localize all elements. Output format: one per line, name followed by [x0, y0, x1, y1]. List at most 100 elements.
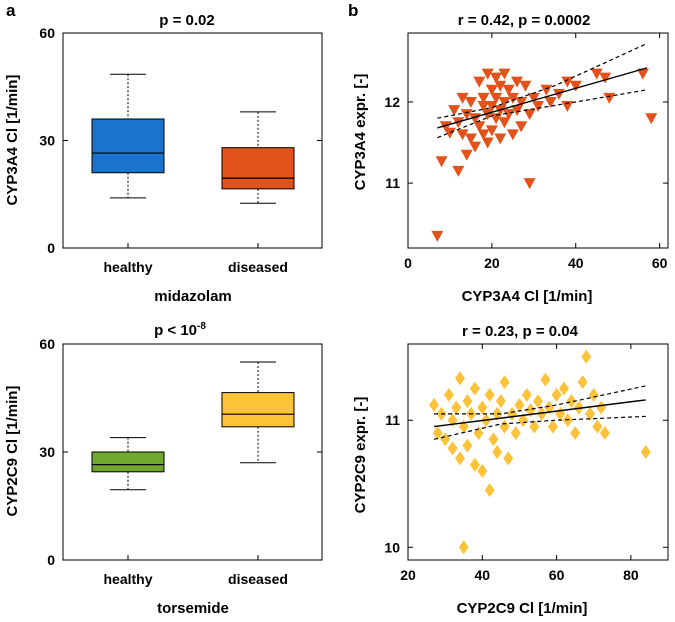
- regression-line: [433, 399, 646, 428]
- box-diseased: [221, 392, 295, 428]
- y-tick-label: 60: [39, 25, 55, 41]
- x-tick-label: 20: [484, 255, 500, 271]
- x-axis-label: torsemide: [157, 600, 229, 617]
- data-point: [498, 96, 511, 108]
- y-axis-label: CYP3A4 expr. [-]: [352, 74, 369, 191]
- chart-title: r = 0.23, p = 0.04: [462, 323, 579, 340]
- data-point: [551, 387, 562, 402]
- ci-lower-line: [437, 89, 648, 139]
- data-point: [485, 101, 498, 113]
- data-point: [452, 165, 465, 177]
- panel-label-a: a: [6, 1, 16, 20]
- data-point: [455, 371, 465, 386]
- chart-title-superscript: -8: [197, 321, 206, 332]
- x-tick-label: 60: [652, 255, 668, 271]
- data-point: [494, 80, 507, 92]
- data-point: [429, 397, 439, 412]
- data-point: [511, 105, 524, 117]
- y-tick-label: 0: [47, 240, 55, 256]
- x-tick-label: 40: [568, 255, 584, 271]
- data-point: [458, 540, 469, 555]
- data-point: [498, 68, 511, 80]
- data-point: [443, 387, 454, 402]
- data-point: [506, 129, 519, 141]
- data-point: [495, 394, 506, 409]
- data-point: [540, 84, 553, 96]
- x-tick-label: 40: [474, 567, 490, 583]
- axes-frame: [407, 32, 669, 249]
- axes-frame: [407, 343, 669, 561]
- data-point: [473, 76, 486, 88]
- panel-label-b: b: [348, 1, 358, 20]
- data-point: [544, 96, 557, 108]
- data-point: [561, 76, 574, 88]
- y-tick-label: 30: [39, 133, 55, 149]
- data-point: [447, 441, 458, 456]
- data-point: [469, 381, 480, 396]
- x-axis-label: CYP2C9 Cl [1/min]: [457, 600, 588, 617]
- data-point: [532, 101, 544, 113]
- x-tick-label: healthy: [103, 259, 152, 275]
- x-axis-label: midazolam: [154, 288, 232, 305]
- data-point: [469, 141, 482, 153]
- data-point: [490, 72, 503, 84]
- x-tick-label: 0: [404, 255, 412, 271]
- data-point: [640, 445, 651, 459]
- x-tick-label: diseased: [228, 259, 288, 275]
- scatter-plot-cyp3a4: r = 0.42, p = 0.0002 CYP3A4 expr. [-] CY…: [352, 12, 669, 305]
- data-point: [485, 84, 498, 96]
- data-point: [533, 394, 543, 409]
- data-point: [485, 125, 498, 137]
- y-axis-label: CYP2C9 Cl [1/min]: [4, 386, 21, 517]
- data-point: [448, 105, 461, 117]
- data-point: [559, 381, 569, 396]
- data-point: [506, 92, 519, 104]
- data-point: [581, 349, 592, 364]
- data-point: [477, 129, 490, 141]
- data-point: [519, 80, 532, 92]
- data-point: [599, 425, 610, 440]
- data-point: [502, 84, 515, 96]
- data-point: [481, 137, 494, 149]
- data-point: [527, 92, 540, 104]
- data-point: [529, 419, 540, 434]
- data-point: [460, 109, 473, 121]
- data-point: [544, 400, 555, 415]
- data-point: [455, 451, 465, 466]
- data-point: [573, 400, 584, 415]
- y-axis-label: CYP2C9 expr. [-]: [352, 397, 369, 514]
- data-point: [490, 92, 503, 104]
- data-point: [588, 387, 599, 402]
- box-plot-cyp3a4: p = 0.02 CYP3A4 Cl [1/min] healthy disea…: [4, 12, 323, 305]
- data-point: [464, 133, 477, 145]
- ci-lower-line: [433, 415, 646, 440]
- chart-title-main: p < 10: [154, 322, 197, 339]
- box-healthy: [91, 451, 165, 473]
- data-point: [502, 109, 515, 121]
- y-tick-label: 12: [384, 94, 400, 110]
- chart-title: p = 0.02: [159, 12, 214, 29]
- data-point: [561, 101, 574, 113]
- data-point: [503, 451, 514, 466]
- data-point: [645, 113, 658, 125]
- data-point: [498, 117, 511, 129]
- data-point: [569, 80, 582, 92]
- data-point: [469, 457, 480, 472]
- data-point: [636, 68, 649, 80]
- data-point: [521, 387, 532, 402]
- data-point: [596, 400, 607, 415]
- data-point: [511, 76, 524, 88]
- y-tick-label: 10: [384, 539, 400, 555]
- data-point: [464, 96, 477, 108]
- data-point: [435, 156, 448, 168]
- box-healthy: [91, 118, 165, 174]
- data-point: [488, 432, 499, 447]
- ci-upper-line: [437, 42, 648, 119]
- data-point: [477, 400, 488, 415]
- data-point: [462, 438, 473, 453]
- data-point: [456, 129, 469, 141]
- y-axis-label: CYP3A4 Cl [1/min]: [4, 75, 21, 206]
- data-point: [432, 425, 443, 440]
- ci-upper-line: [434, 385, 646, 415]
- x-axis-label: CYP3A4 Cl [1/min]: [462, 288, 593, 305]
